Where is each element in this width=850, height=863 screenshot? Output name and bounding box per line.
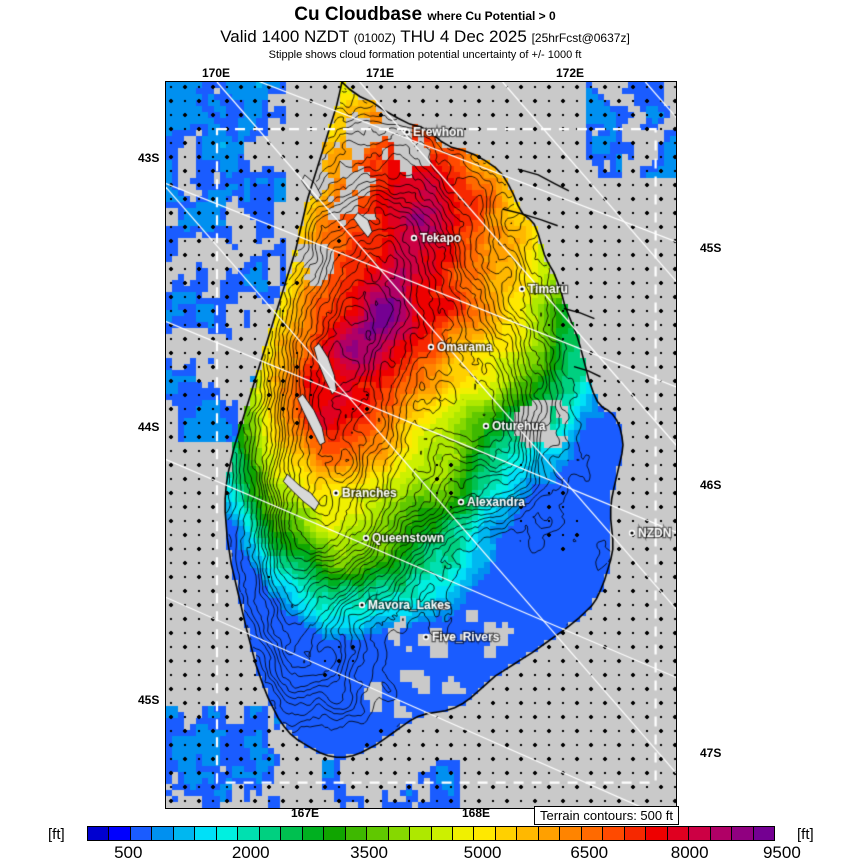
colorbar-segment-25 [624,827,647,840]
colorbar-segment-14 [388,827,411,840]
colorbar-segment-27 [667,827,690,840]
colorbar-tick-8000: 8000 [670,843,709,862]
colorbar-segment-10 [302,827,325,840]
map-canvas [166,82,676,808]
colorbar-segment-0 [88,827,110,840]
colorbar-segment-21 [538,827,561,840]
colorbar-tick-9500: 9500 [762,843,801,862]
axis-label-top-170E: 170E [202,66,231,80]
valid-time-utc: (0100Z) [353,31,396,45]
colorbar-segment-31 [753,827,774,840]
colorbar-tick-3500: 3500 [350,843,388,862]
forecast-hour: [25hrFcst@0637z] [531,31,630,45]
colorbar-segment-9 [281,827,303,840]
colorbar-tick-5000: 5000 [463,843,502,862]
colorbar-segment-19 [495,827,518,840]
colorbar-segment-3 [152,827,174,840]
colorbar-segment-13 [367,827,389,840]
axis-label-left-45S: 45S [138,693,160,707]
axis-label-bottom-168E: 168E [462,806,491,820]
colorbar-tick-2000: 2000 [231,843,270,862]
colorbar-segment-26 [646,827,668,840]
axis-label-right-47S: 47S [700,746,722,760]
terrain-contour-legend: Terrain contours: 500 ft [534,806,679,825]
axis-label-right-46S: 46S [700,478,722,492]
colorbar-segment-15 [410,827,432,840]
axis-label-top-172E: 172E [556,66,585,80]
axis-label-right-45S: 45S [700,241,722,255]
axis-label-bottom-167E: 167E [291,806,320,820]
colorbar-segment-28 [689,827,711,840]
colorbar-segment-1 [109,827,131,840]
colorbar-segment-6 [216,827,239,840]
axis-label-left-44S: 44S [138,420,160,434]
colorbar-tick-500: 500 [114,843,143,862]
map-plot-area[interactable] [165,81,677,809]
stipple-note: Stipple shows cloud formation potential … [268,49,582,61]
colorbar-segment-7 [238,827,260,840]
colorbar-segment-16 [431,827,453,840]
colorbar-unit-left: [ft] [48,826,65,843]
colorbar-segment-22 [560,827,582,840]
colorbar-segment-2 [130,827,153,840]
colorbar-segment-20 [517,827,539,840]
colorbar-segment-8 [259,827,282,840]
colorbar-unit-right: [ft] [797,826,814,843]
colorbar-segment-17 [452,827,475,840]
colorbar-segment-12 [345,827,368,840]
colorbar-tick-6500: 6500 [570,843,609,862]
colorbar-tick-labels: 50020003500500065008000950011000 [87,843,801,862]
title-main: Cu Cloudbase [294,4,423,25]
axis-label-left-43S: 43S [138,151,160,165]
valid-time: Valid 1400 NZDT [220,27,350,46]
colorbar-segment-4 [173,827,196,840]
colorbar-area: [ft] [ft] 500200035005000650080009500110… [0,822,850,862]
colorbar-segment-5 [195,827,217,840]
axis-label-top-171E: 171E [366,66,395,80]
colorbar[interactable] [87,826,775,841]
title-block: Cu Cloudbase where Cu Potential > 0 Vali… [0,0,850,62]
colorbar-segment-29 [710,827,733,840]
valid-date: THU 4 Dec 2025 [400,27,527,46]
title-valid-line: Valid 1400 NZDT (0100Z) THU 4 Dec 2025 [… [0,27,850,48]
colorbar-segment-23 [581,827,604,840]
colorbar-segment-18 [474,827,496,840]
page-title: Cu Cloudbase where Cu Potential > 0 [0,4,850,27]
colorbar-segment-24 [603,827,625,840]
colorbar-segment-11 [324,827,346,840]
colorbar-segment-30 [732,827,754,840]
title-main-suffix: where Cu Potential > 0 [427,9,556,23]
